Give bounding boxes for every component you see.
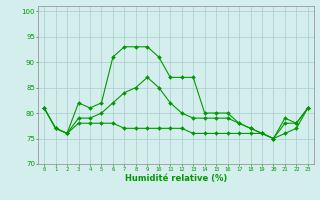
X-axis label: Humidité relative (%): Humidité relative (%) [125, 174, 227, 183]
